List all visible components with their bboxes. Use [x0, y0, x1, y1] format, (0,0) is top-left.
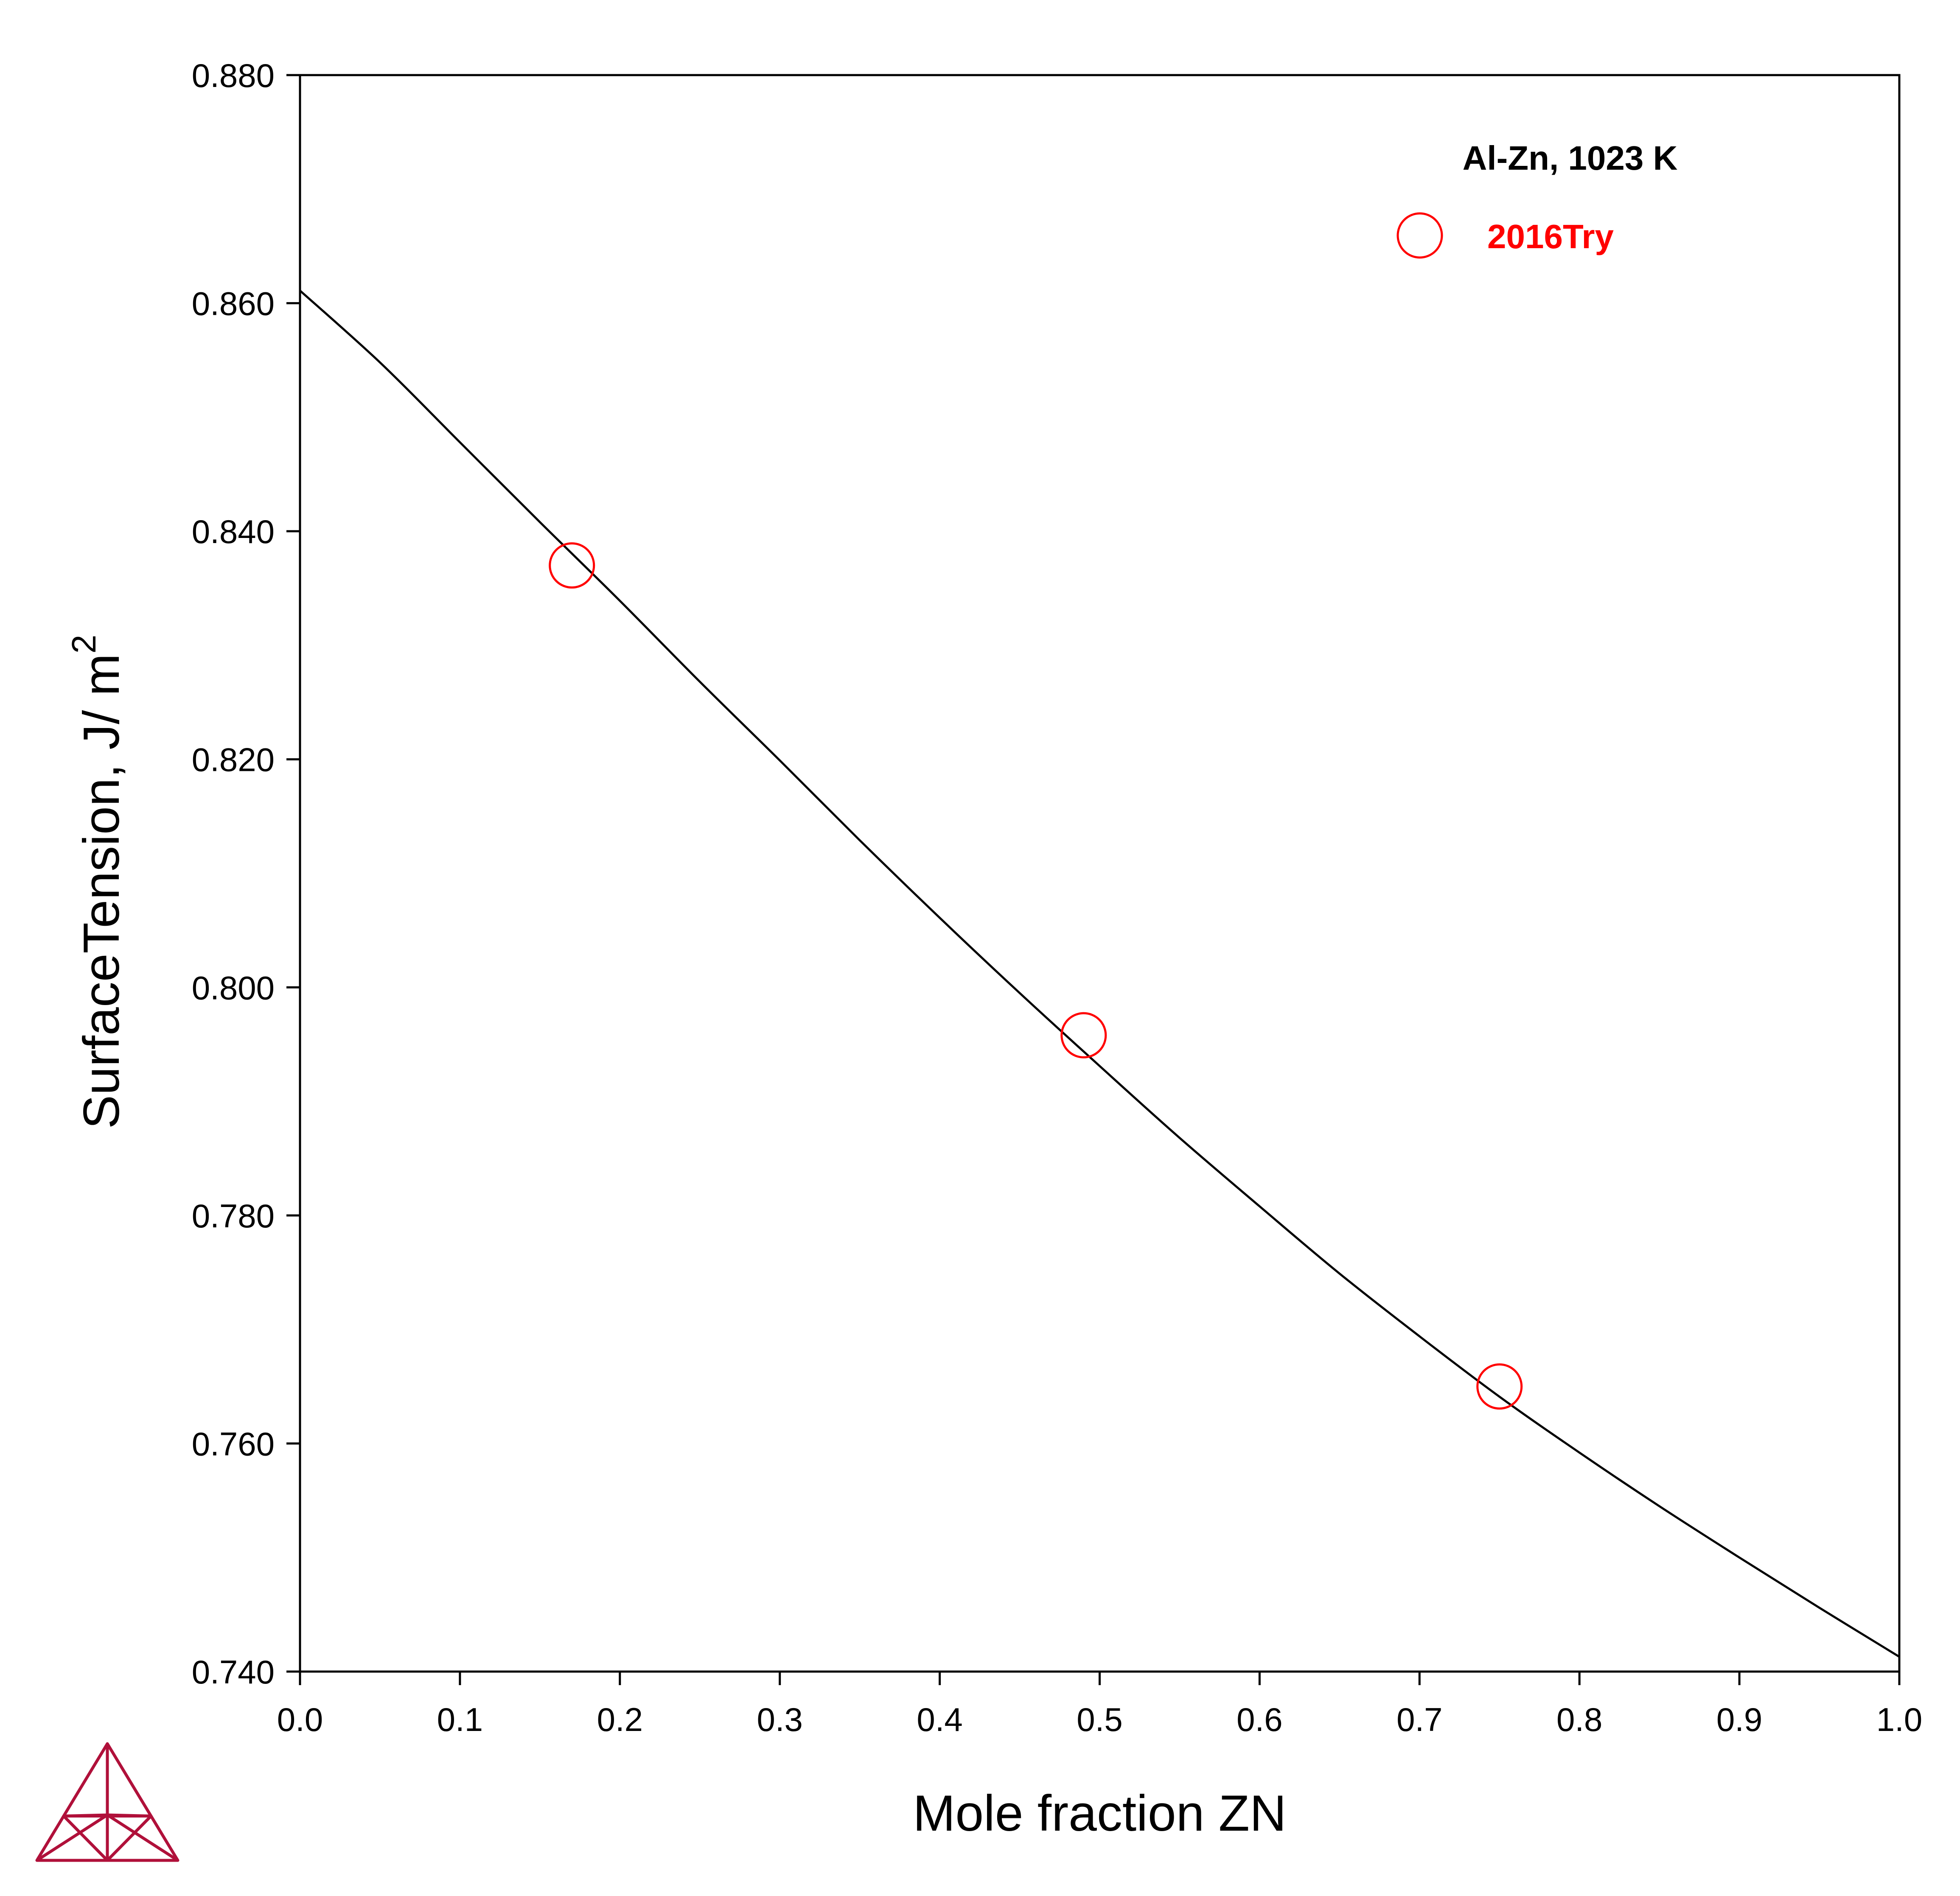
y-axis-title-main: SurfaceTension, J/ m — [73, 654, 130, 1129]
x-tick-label: 0.1 — [437, 1701, 483, 1738]
y-tick-label: 0.780 — [192, 1197, 275, 1235]
legend: Al-Zn, 1023 K 2016Try — [1396, 139, 1678, 259]
x-tick-label: 0.7 — [1396, 1701, 1442, 1738]
y-tick-label: 0.860 — [192, 285, 275, 322]
logo-line — [63, 1813, 108, 1818]
x-axis-ticks: 0.0 0.1 0.2 0.3 0.4 0.5 0.6 0.7 0.8 0.9 1.0 — [277, 1672, 1922, 1738]
legend-title: Al-Zn, 1023 K — [1463, 139, 1678, 177]
y-tick-label: 0.820 — [192, 741, 275, 779]
logo-line — [107, 1814, 179, 1862]
y-tick-label: 0.840 — [192, 513, 275, 550]
x-tick-label: 0.4 — [917, 1701, 962, 1738]
series-layer — [299, 290, 1900, 1658]
y-tick-label: 0.760 — [192, 1425, 275, 1462]
x-tick-label: 0.6 — [1237, 1701, 1282, 1738]
y-tick-label: 0.800 — [192, 969, 275, 1006]
x-tick-label: 0.0 — [277, 1701, 323, 1738]
y-axis-ticks: 0.740 0.760 0.780 0.800 0.820 0.840 0.860 0.880 — [192, 57, 300, 1691]
model-curve-line — [299, 290, 1900, 1658]
legend-marker-2016try — [1396, 212, 1443, 259]
x-tick-label: 0.8 — [1556, 1701, 1602, 1738]
logo-line — [36, 1814, 108, 1862]
thermo-calc-logo — [35, 1742, 179, 1862]
legend-label-2016try: 2016Try — [1487, 218, 1614, 255]
x-tick-label: 1.0 — [1876, 1701, 1922, 1738]
x-tick-label: 0.3 — [757, 1701, 802, 1738]
x-tick-label: 0.2 — [597, 1701, 643, 1738]
y-axis-title: SurfaceTension, J/ m2 — [65, 635, 130, 1129]
x-axis-title: Mole fraction ZN — [913, 1785, 1286, 1842]
data-point-2016try — [549, 542, 595, 589]
logo-line — [107, 1813, 151, 1818]
y-tick-label: 0.740 — [192, 1653, 275, 1691]
y-tick-label: 0.880 — [192, 57, 275, 94]
x-tick-label: 0.5 — [1077, 1701, 1122, 1738]
data-point-2016try — [1060, 1012, 1107, 1059]
data-point-2016try — [1476, 1363, 1523, 1410]
y-axis-title-superscript: 2 — [65, 635, 103, 654]
x-tick-label: 0.9 — [1716, 1701, 1762, 1738]
